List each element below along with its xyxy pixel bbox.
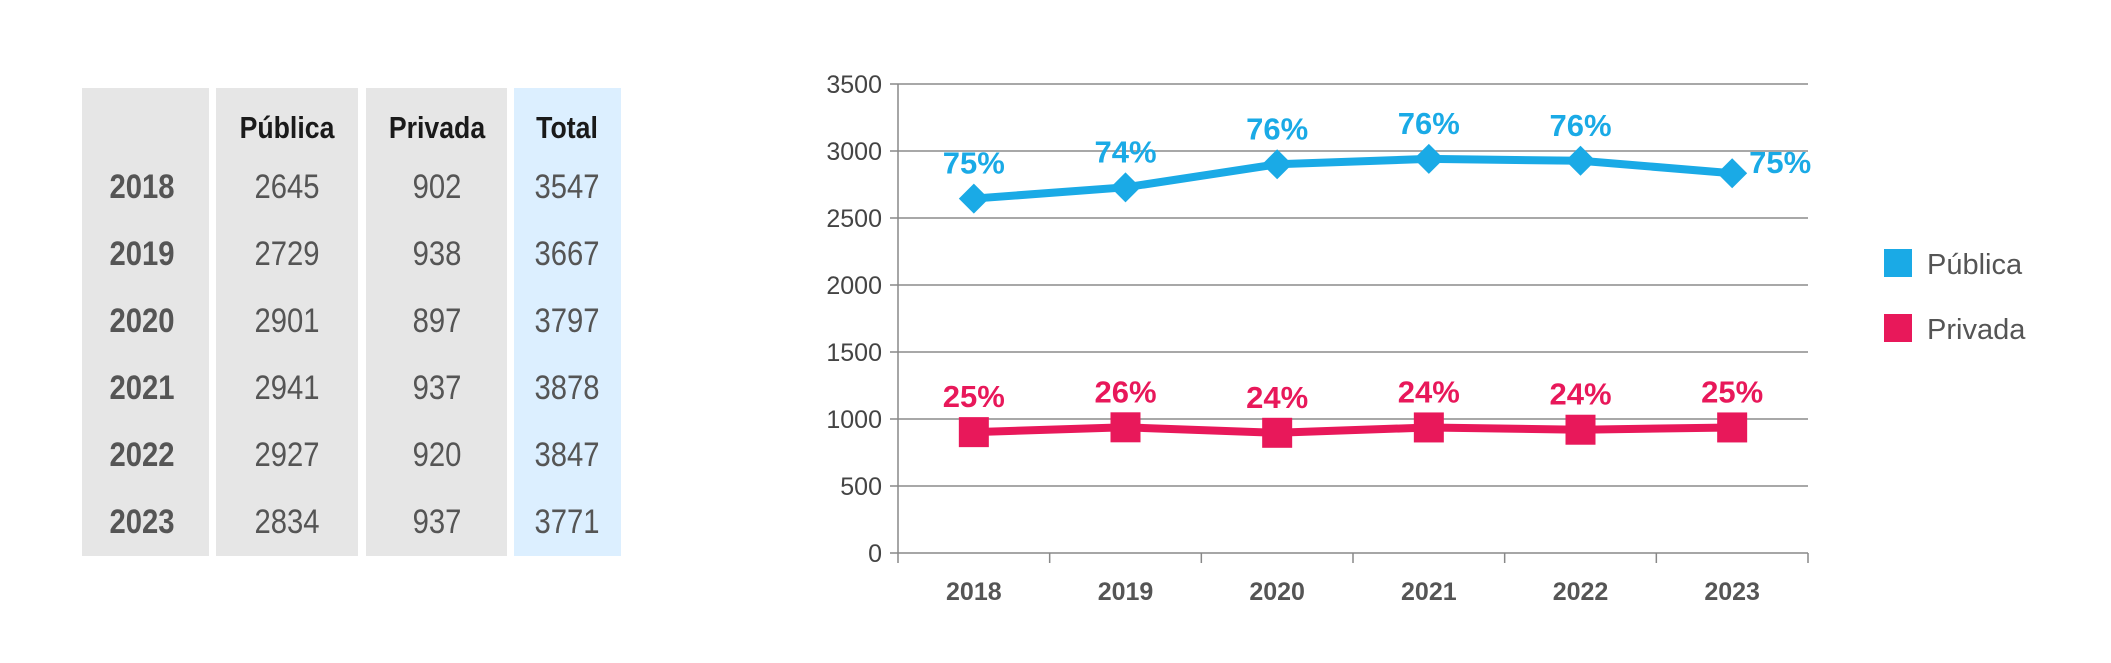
y-tick-label: 3500 [826,71,882,99]
table-cell-publica: 2941 [254,369,320,407]
data-label: 25% [1701,374,1763,409]
legend-label: Pública [1927,249,2023,281]
series-line-publica [973,154,1733,203]
point-marker [1262,149,1293,180]
series-line-privada [973,423,1733,437]
year-column [82,88,209,556]
table-cell-publica: 2729 [254,235,320,273]
table-cell-publica: 2834 [254,503,320,541]
table-cell-privada: 897 [412,302,462,340]
row-year: 2019 [109,235,175,273]
point-marker [1717,158,1748,189]
point-marker [1717,412,1748,443]
point-marker [958,417,989,448]
data-label: 76% [1398,106,1460,141]
y-tick-label: 500 [840,473,882,501]
table-cell-total: 3547 [534,168,600,206]
data-label: 76% [1246,111,1308,146]
legend-swatch [1884,314,1912,342]
y-tick-label: 2500 [826,205,882,233]
x-tick-label: 2021 [1401,578,1457,606]
point-marker [1565,414,1596,445]
data-label: 75% [1749,145,1811,180]
data-label: 76% [1549,108,1611,143]
point-marker [1565,145,1596,176]
table-cell-privada: 920 [412,436,462,474]
row-year: 2018 [109,168,175,206]
x-tick-label: 2018 [946,578,1002,606]
row-year: 2022 [109,436,175,474]
x-tick-label: 2020 [1249,578,1305,606]
data-label: 74% [1094,134,1156,169]
legend-swatch [1884,249,1912,277]
data-table: Pública Privada Total 2018 2645 902 3547 2019 27… [0,0,700,663]
x-tick-label: 2023 [1704,578,1760,606]
row-year: 2021 [109,369,175,407]
point-marker [1110,172,1141,203]
table-cell-total: 3878 [534,369,600,407]
table-cell-total: 3771 [534,503,600,541]
data-label: 24% [1398,374,1460,409]
data-label: 75% [943,146,1005,181]
table-cell-privada: 937 [412,503,462,541]
data-label: 26% [1094,374,1156,409]
table-cell-total: 3797 [534,302,600,340]
x-tick-label: 2022 [1553,578,1609,606]
total-column [514,88,621,556]
y-tick-label: 0 [868,540,882,568]
header-total: Total [536,110,598,145]
table-cell-total: 3667 [534,235,600,273]
point-marker [1110,412,1141,443]
x-tick-label: 2019 [1098,578,1154,606]
y-tick-label: 1000 [826,406,882,434]
row-year: 2023 [109,503,175,541]
data-label: 24% [1549,377,1611,412]
data-label: 24% [1246,380,1308,415]
table-cell-publica: 2901 [254,302,320,340]
data-label: 25% [943,379,1005,414]
privada-column [366,88,507,556]
header-privada: Privada [388,110,486,145]
table-cell-publica: 2645 [254,168,320,206]
publica-column [216,88,358,556]
table-cell-privada: 937 [412,369,462,407]
point-marker [1262,417,1293,448]
table-cell-publica: 2927 [254,436,320,474]
y-tick-label: 1500 [826,339,882,367]
point-marker [1413,412,1444,443]
table-cell-privada: 938 [412,235,462,273]
row-year: 2020 [109,302,175,340]
header-publica: Pública [239,110,335,145]
y-tick-label: 2000 [826,272,882,300]
y-tick-label: 3000 [826,138,882,166]
point-marker [1413,143,1444,174]
point-marker [958,183,989,214]
table-cell-privada: 902 [412,168,462,206]
table-cell-total: 3847 [534,436,600,474]
legend-label: Privada [1927,314,2026,346]
